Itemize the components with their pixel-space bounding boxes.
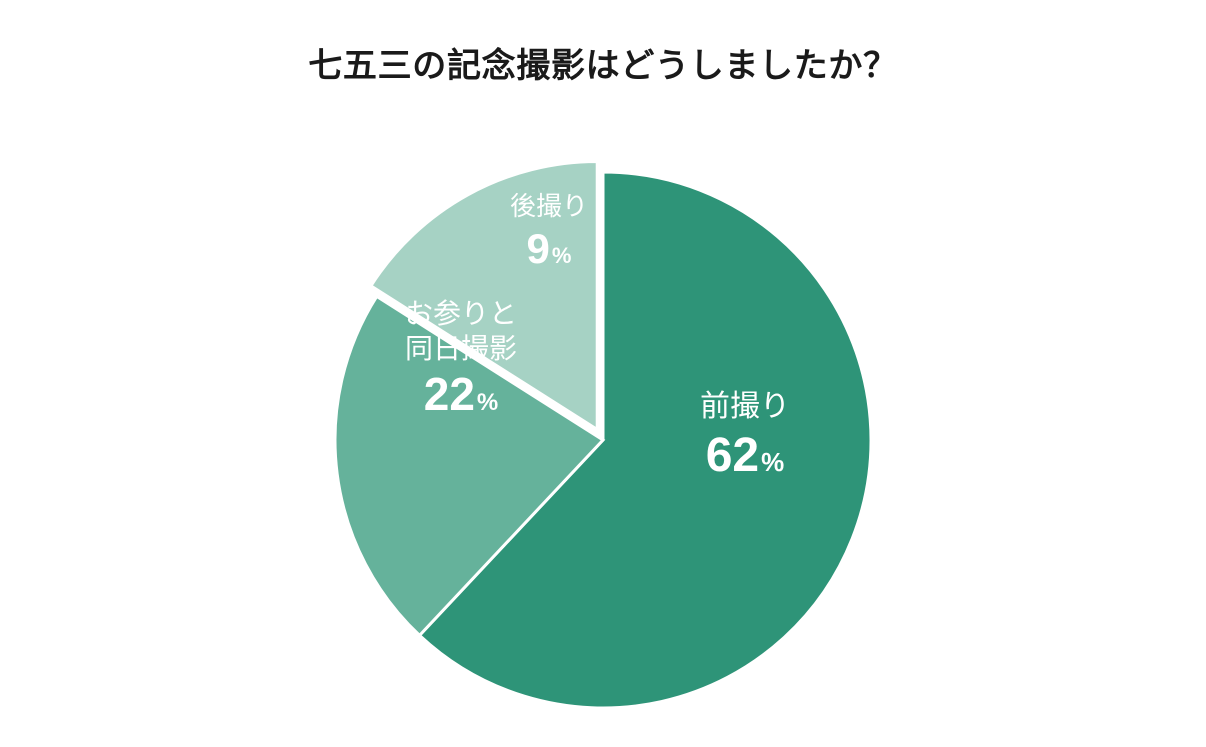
slice-value: 9 (527, 225, 550, 272)
slice-value-row: 9% (510, 223, 588, 276)
slice-value: 62 (706, 429, 759, 482)
slice-name: お参りと同日撮影 (405, 296, 517, 366)
slice-value-row: 22% (405, 366, 517, 424)
slice-name: 後撮り (510, 190, 588, 223)
slice-name: 前撮り (700, 388, 790, 426)
percent-sign: % (761, 447, 784, 477)
slice-value-row: 62% (700, 426, 790, 486)
slice-label-maedori: 前撮り62% (700, 388, 790, 486)
slice-value: 22 (424, 368, 475, 420)
slice-label-omairi: お参りと同日撮影22% (405, 296, 517, 424)
percent-sign: % (477, 389, 498, 416)
chart-container: 七五三の記念撮影はどうしましたか？ 前撮り62%お参りと同日撮影22%後撮り9% (0, 0, 1206, 747)
percent-sign: % (552, 243, 572, 268)
pie-chart (0, 0, 1206, 747)
slice-label-atodori: 後撮り9% (510, 190, 588, 275)
